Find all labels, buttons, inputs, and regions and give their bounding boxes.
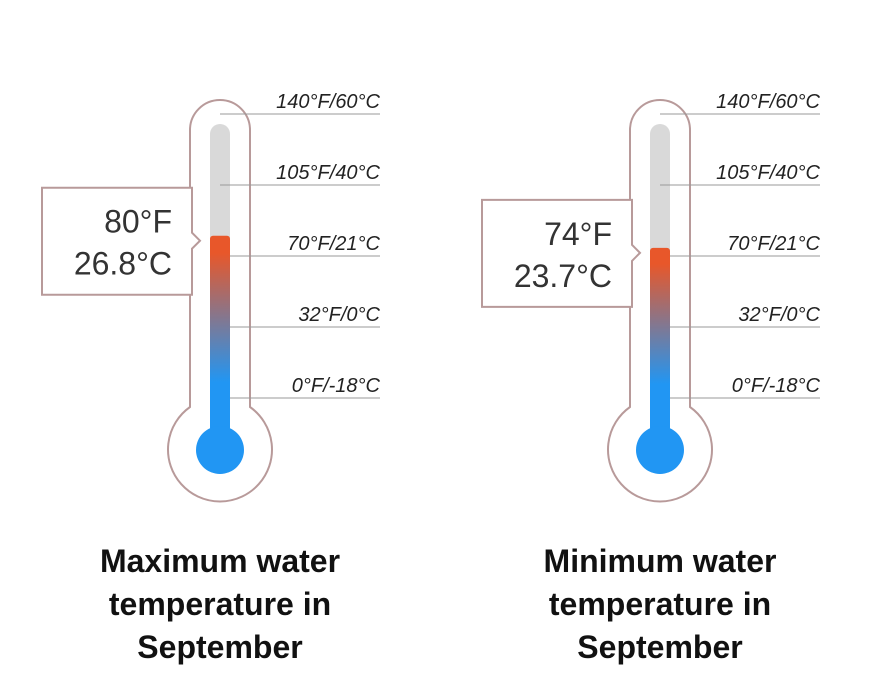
tick-label: 32°F/0°C <box>738 304 820 326</box>
tick-label: 105°F/40°C <box>716 162 820 184</box>
tick-label: 140°F/60°C <box>716 91 820 113</box>
value-callout <box>41 186 202 296</box>
value-label: 80°F <box>104 204 172 240</box>
mercury <box>210 235 230 450</box>
tick-label: 105°F/40°C <box>276 162 380 184</box>
chart-title: Maximum water temperature in September <box>99 543 341 665</box>
value-label: 74°F <box>544 216 612 252</box>
value-callout <box>481 198 642 308</box>
tick-label: 0°F/-18°C <box>732 375 821 397</box>
mercury <box>650 247 670 450</box>
tick-label: 0°F/-18°C <box>292 375 381 397</box>
bulb <box>636 426 684 474</box>
celsius-label: 26.8°C <box>74 246 172 282</box>
bulb <box>196 426 244 474</box>
tick-label: 70°F/21°C <box>727 233 820 255</box>
tick-label: 70°F/21°C <box>287 233 380 255</box>
tick-label: 32°F/0°C <box>298 304 380 326</box>
chart-title: Minimum water temperature in September <box>543 543 777 665</box>
tick-label: 140°F/60°C <box>276 91 380 113</box>
celsius-label: 23.7°C <box>514 258 612 294</box>
